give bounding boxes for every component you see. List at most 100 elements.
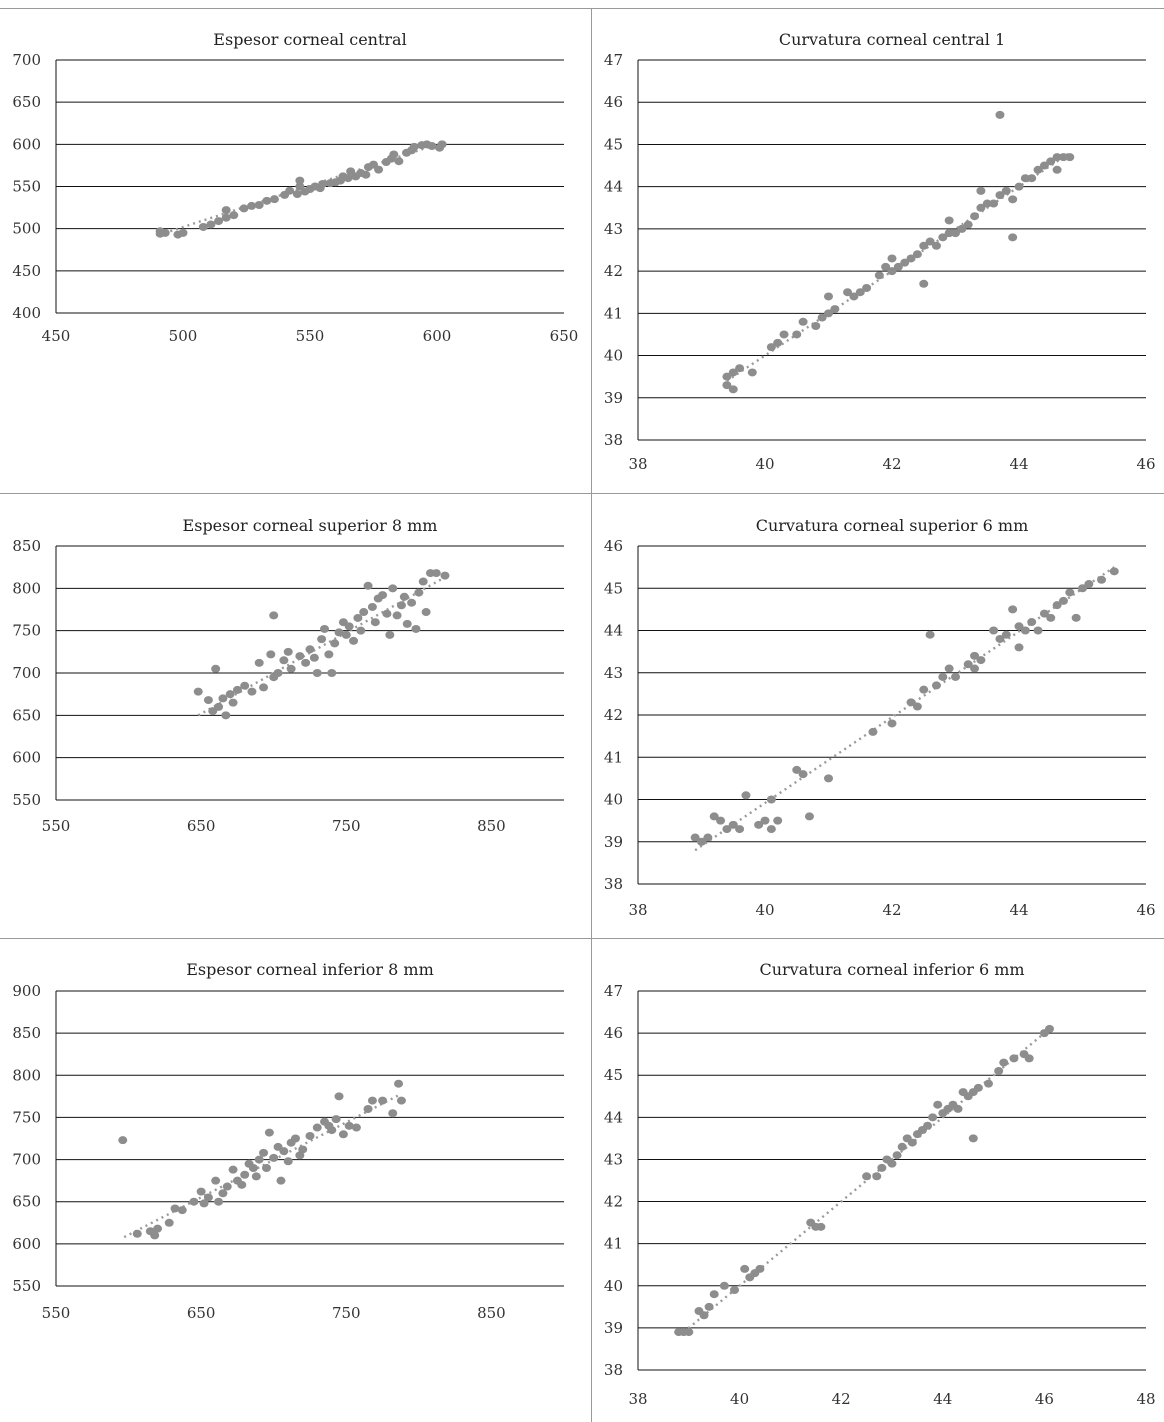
chart-title: Curvatura corneal superior 6 mm [756,516,1029,535]
data-point [824,774,833,783]
data-point [976,186,986,195]
data-point [699,1311,709,1320]
chart-title: Espesor corneal central [213,30,406,49]
data-point [811,322,821,330]
data-point [414,588,424,597]
data-point [754,820,764,829]
data-point [349,636,359,645]
data-point [418,577,428,586]
x-tick-label: 650 [187,1304,216,1322]
data-point [356,626,366,635]
data-point [830,305,840,314]
data-point [283,1157,293,1166]
data-point [363,1105,373,1113]
data-point [198,222,208,231]
x-tick-label: 44 [1009,455,1028,473]
data-point [963,660,973,669]
data-point [279,656,289,665]
data-point [189,1197,199,1206]
data-point [1046,613,1056,622]
data-point [1052,165,1062,174]
data-point [874,271,884,280]
data-point [292,190,302,199]
y-tick-label: 850 [12,1024,41,1042]
x-tick-label: 40 [755,455,774,473]
y-tick-label: 900 [12,982,41,1000]
data-point [740,1264,750,1273]
y-tick-label: 43 [604,220,623,238]
x-tick-label: 42 [832,1390,851,1408]
data-point [999,1058,1009,1067]
data-point [1009,1054,1019,1063]
data-point [394,1079,404,1088]
data-point [427,142,437,151]
data-point [1008,195,1018,204]
data-point [722,381,732,390]
data-point [1065,153,1075,162]
data-point [1024,1054,1034,1063]
x-tick-label: 48 [1136,1390,1155,1408]
y-tick-label: 46 [604,93,623,111]
data-point [984,1079,994,1088]
y-tick-label: 39 [604,833,623,851]
data-point [766,825,776,834]
data-point [273,669,283,677]
data-point [178,228,188,237]
data-point [951,229,960,238]
data-point [690,833,700,842]
data-point [276,1176,286,1185]
data-point [211,1176,221,1185]
data-point [970,664,980,673]
x-tick-label: 46 [1035,1390,1054,1408]
data-point [912,250,922,259]
data-point [118,1136,128,1145]
data-point [982,199,992,208]
data-point [697,837,706,846]
data-point [933,1100,943,1109]
y-tick-label: 600 [12,749,41,767]
data-point [437,140,447,149]
data-point [305,645,315,654]
chart-panel-1: Espesor corneal central40045050055060065… [12,30,578,345]
data-point [900,258,910,267]
data-point [317,635,327,644]
data-point [359,608,369,617]
data-point [907,1138,917,1147]
chart-panel-5: Espesor corneal inferior 8 mm 550 600 650 70… [12,960,564,1322]
x-tick-label: 40 [755,901,774,919]
y-tick-label: 44 [604,622,623,640]
data-point [214,1197,224,1206]
data-point [261,1164,271,1172]
x-tick-label: 46 [1136,901,1155,919]
chart-panel-2: Curvatura corneal central 1 38 39 40 41 42 43 4… [604,30,1156,473]
data-point [1084,580,1094,589]
data-point [259,1148,269,1157]
data-point [766,795,776,804]
data-point [1044,1024,1054,1033]
data-point [344,622,354,631]
data-point [150,1231,160,1240]
data-point [177,1206,187,1215]
data-point [196,1187,206,1196]
data-point [431,569,441,578]
data-point [269,1153,279,1162]
data-point [892,1151,902,1160]
y-tick-label: 600 [12,1235,41,1253]
data-point [816,1222,826,1231]
data-point [254,201,264,210]
data-point [1071,613,1081,622]
data-point [773,338,783,347]
x-tick-label: 40 [730,1390,749,1408]
data-point [199,1199,209,1208]
data-point [923,1121,933,1130]
data-point [312,1123,322,1132]
y-tick-label: 650 [12,93,41,111]
data-point [259,683,269,692]
y-tick-label: 47 [604,51,623,69]
data-point [240,681,250,690]
data-point [703,833,713,842]
y-tick-label: 44 [604,1108,623,1126]
data-point [1033,626,1043,635]
data-point [353,613,363,622]
data-point [222,1182,232,1191]
